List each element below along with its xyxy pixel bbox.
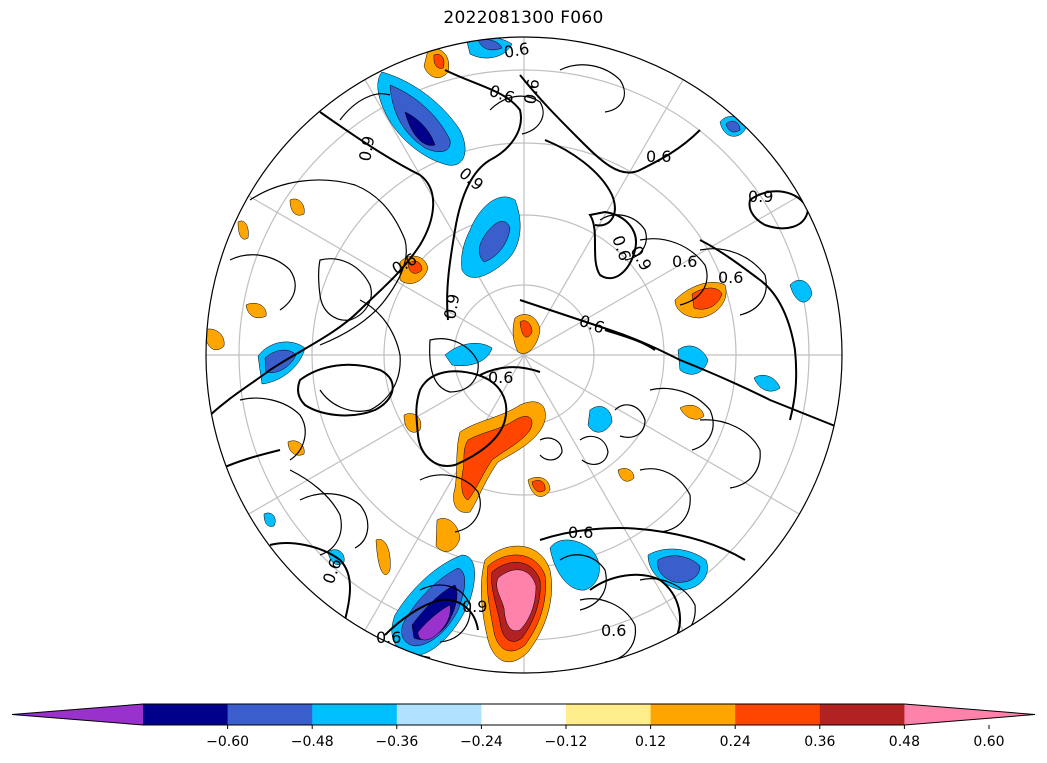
contour-label: 0.6	[718, 268, 743, 287]
colorbar-segment	[227, 704, 313, 725]
polar-map: 0.6 0.6 0.6 0.9 0.6 0.9 0.6 0.9 0.9 0.6 …	[205, 36, 843, 674]
colorbar-outline	[11, 703, 1036, 726]
contour-label: 0.6	[601, 621, 626, 640]
contour-label: 0.9	[748, 187, 773, 206]
contour-label: 0.6	[487, 81, 517, 108]
colorbar-tick-label: −0.36	[375, 734, 419, 750]
colorbar-segment	[566, 704, 652, 725]
contour-label: 0.6	[568, 523, 593, 542]
colorbar-tick-label: 0.60	[973, 734, 1005, 750]
contour-label: 0.6	[672, 252, 697, 271]
colorbar-extend-low	[12, 704, 143, 725]
colorbar-tick-label: 0.24	[719, 734, 751, 750]
contour-label: 0.9	[355, 134, 378, 162]
contour-label: 0.6	[577, 311, 607, 338]
coastlines	[229, 64, 767, 663]
contours	[206, 69, 841, 659]
colorbar-segment	[819, 704, 905, 725]
contour-label: 0.6	[376, 628, 401, 647]
contour-label: 0.6	[520, 77, 543, 105]
colorbar-segment	[735, 704, 821, 725]
colorbar-tick-label: −0.24	[459, 734, 503, 750]
colorbar-tick-label: −0.12	[544, 734, 588, 750]
map-boundary	[205, 36, 843, 674]
map-title: 2022081300 F060	[443, 8, 604, 28]
contour-label: 0.9	[440, 292, 463, 320]
colorbar-tick-label: 0.12	[635, 734, 667, 750]
colorbar-segment	[312, 704, 398, 725]
contour-label: 0.9	[462, 597, 487, 616]
contour-label: 0.6	[502, 39, 530, 62]
contour-label: 0.6	[488, 368, 513, 387]
colorbar-segment	[143, 704, 229, 725]
colorbar-segment	[396, 704, 482, 725]
colorbar-extend-high	[904, 704, 1035, 725]
colorbar-tick-label: 0.36	[804, 734, 836, 750]
colorbar-tick-label: −0.60	[206, 734, 250, 750]
colorbar-tick-label: −0.48	[290, 734, 334, 750]
colorbar	[11, 703, 1036, 729]
colorbar-tick-label: 0.48	[888, 734, 920, 750]
colorbar-segment	[481, 704, 567, 725]
shading	[206, 37, 813, 663]
contour-label: 0.6	[646, 147, 671, 166]
colorbar-segment	[650, 704, 736, 725]
contour-label: 0.9	[455, 164, 487, 195]
